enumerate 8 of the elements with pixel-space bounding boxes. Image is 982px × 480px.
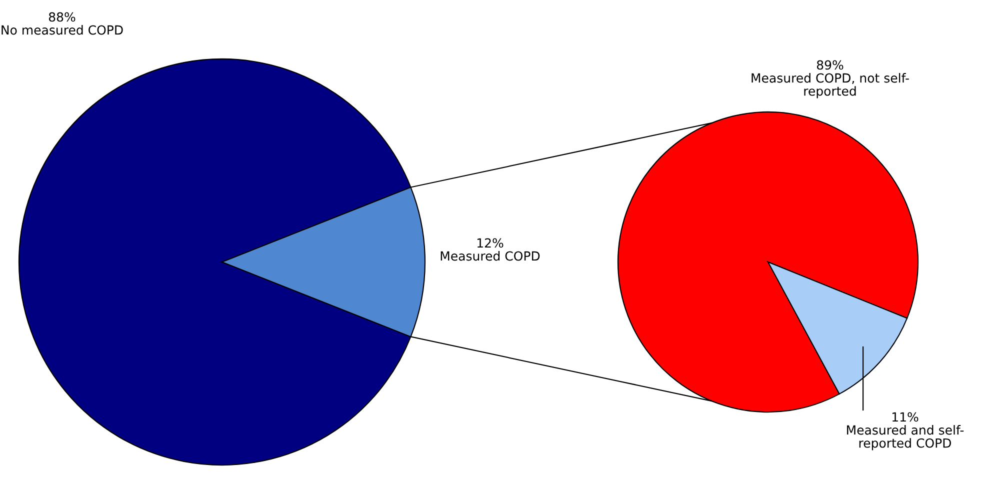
data-label: 88% xyxy=(48,12,76,22)
data-label: 11% xyxy=(892,412,918,422)
slice-label: Measured COPD xyxy=(440,251,540,261)
data-label: 12% xyxy=(477,238,504,248)
slice-label: Measured COPD, not self-reported xyxy=(752,73,909,98)
slice-label: Measured and self-reported COPD xyxy=(847,425,964,450)
slice-label: No measured COPD xyxy=(2,25,123,35)
data-label: 89% xyxy=(816,60,844,70)
